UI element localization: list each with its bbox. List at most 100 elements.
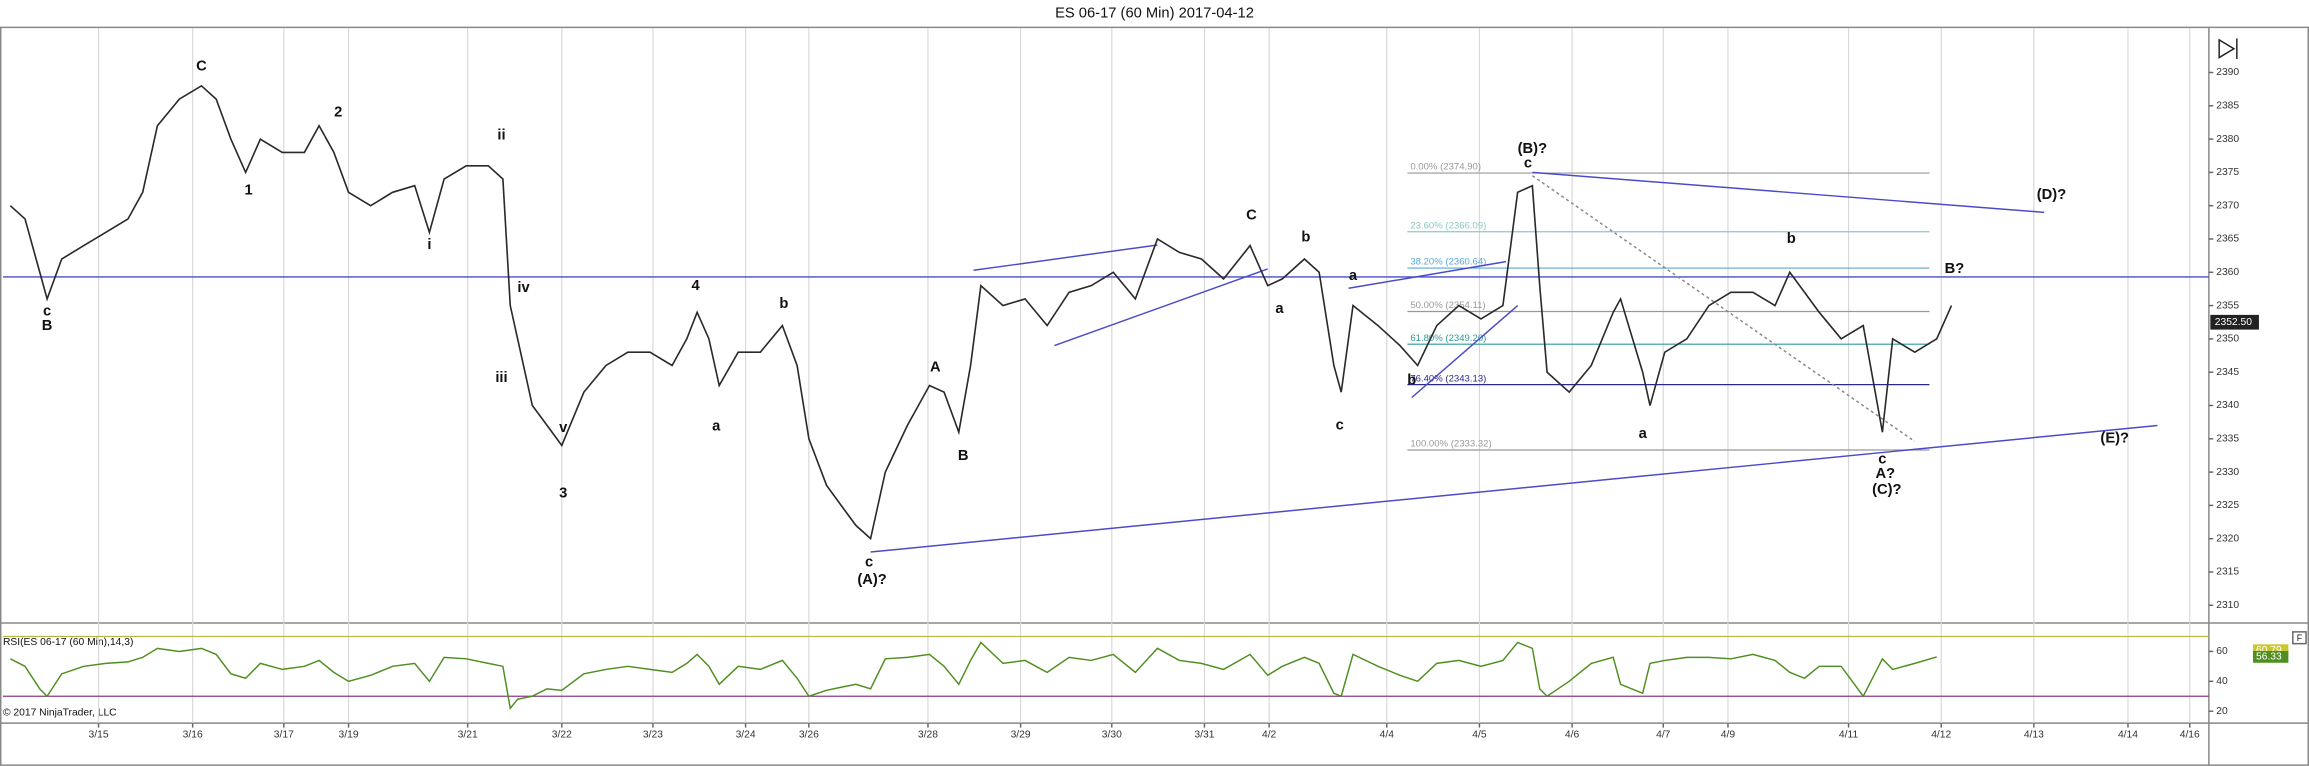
price-line (9, 84, 1953, 541)
copyright: © 2017 NinjaTrader, LLC (3, 708, 117, 719)
y-tick-label: 2315 (2216, 567, 2239, 578)
last-price-box (2210, 314, 2259, 330)
wave-label: 2 (334, 104, 342, 120)
wave-label: 3 (559, 485, 567, 501)
wave-label: B (42, 318, 53, 334)
last-price-label: 2352.50 (2215, 317, 2252, 328)
wave-label: b (1787, 231, 1796, 247)
rsi-last-label: 56.33 (2256, 652, 2282, 663)
wave-label: a (1639, 426, 1648, 442)
y-tick-label: 2360 (2216, 267, 2239, 278)
wave-label: c (1878, 451, 1886, 467)
x-tick-label: 3/28 (918, 730, 938, 741)
wave-label: b (1301, 230, 1310, 246)
trendline (1348, 260, 1507, 289)
rsi-title: RSI(ES 06-17 (60 Min),14,3) (3, 637, 133, 648)
x-tick-label: 4/14 (2118, 730, 2138, 741)
y-tick-label: 2310 (2216, 600, 2239, 611)
wave-label: ii (497, 128, 505, 144)
wave-label: c (43, 303, 51, 319)
wave-label: iii (495, 370, 507, 386)
x-tick-label: 3/29 (1011, 730, 1031, 741)
wave-label: b (779, 296, 788, 312)
wave-label: v (559, 420, 568, 436)
y-tick-label: 2350 (2216, 334, 2239, 345)
wave-label: B (958, 448, 969, 464)
x-tick-label: 4/16 (2180, 730, 2200, 741)
x-tick-label: 3/31 (1194, 730, 1214, 741)
rsi-y-tick-label: 40 (2216, 676, 2228, 687)
trendline (1054, 268, 1268, 347)
y-tick-label: 2355 (2216, 300, 2239, 311)
y-tick-label: 2365 (2216, 234, 2239, 245)
x-tick-label: 3/22 (552, 730, 572, 741)
rsi-y-tick-label: 60 (2216, 646, 2228, 657)
wave-label: (D)? (2037, 187, 2066, 203)
chart-title: ES 06-17 (60 Min) 2017-04-12 (1055, 5, 1254, 21)
y-tick-label: 2320 (2216, 533, 2239, 544)
panel-button[interactable] (2292, 631, 2307, 645)
wave-label: (A)? (857, 572, 886, 588)
scroll-arrow[interactable] (2218, 38, 2236, 59)
y-tick-label: 2375 (2216, 167, 2239, 178)
trendline (1411, 305, 1519, 399)
trendline (870, 424, 2158, 553)
x-tick-label: 4/9 (1721, 730, 1736, 741)
wave-label: B? (1945, 261, 1965, 277)
trendline (973, 244, 1158, 272)
x-tick-label: 3/15 (89, 730, 109, 741)
wave-label: C (196, 58, 207, 74)
wave-label: (E)? (2100, 431, 2129, 447)
x-tick-label: 3/30 (1102, 730, 1122, 741)
x-tick-label: 4/11 (1839, 730, 1859, 741)
x-tick-label: 4/5 (1472, 730, 1487, 741)
y-tick-label: 2390 (2216, 67, 2239, 78)
wave-label: iv (517, 280, 530, 296)
rsi-last-label: 60.79 (2256, 645, 2282, 656)
fib-label: 38.20% (2360.64) (1410, 257, 1486, 268)
wave-label: A (930, 359, 941, 375)
wave-label: c (1524, 156, 1532, 172)
y-tick-label: 2330 (2216, 467, 2239, 478)
wave-label: A? (1876, 466, 1896, 482)
x-tick-label: 3/16 (183, 730, 203, 741)
frame (0, 26, 2309, 766)
x-tick-label: 3/23 (643, 730, 663, 741)
x-tick-label: 4/13 (2024, 730, 2044, 741)
trendline (1532, 171, 2045, 214)
y-tick-label: 2370 (2216, 200, 2239, 211)
x-tick-label: 4/4 (1380, 730, 1395, 741)
y-tick-label: 2380 (2216, 134, 2239, 145)
y-tick-label: 2325 (2216, 500, 2239, 511)
rsi-y-tick-label: 20 (2216, 706, 2228, 717)
fib-label: 23.60% (2366.09) (1410, 220, 1486, 231)
wave-label: (B)? (1518, 141, 1547, 157)
panel-button-label[interactable]: F (2297, 633, 2303, 643)
fib-label: 100.00% (2333.32) (1410, 439, 1491, 450)
rsi-last-box (2253, 650, 2289, 663)
wave-label: a (1349, 268, 1358, 284)
x-tick-label: 3/26 (799, 730, 819, 741)
wave-label: i (427, 237, 431, 253)
y-tick-label: 2385 (2216, 101, 2239, 112)
x-tick-label: 3/19 (339, 730, 359, 741)
fib-label: 0.00% (2374.90) (1410, 162, 1481, 173)
fib-label: 76.40% (2343.13) (1410, 373, 1486, 384)
fib-label: 61.80% (2349.20) (1410, 333, 1486, 344)
x-tick-label: 3/24 (736, 730, 756, 741)
wave-label: c (1336, 417, 1344, 433)
wave-label: 1 (244, 182, 252, 198)
y-tick-label: 2340 (2216, 400, 2239, 411)
trendline (1531, 175, 1916, 443)
fib-label: 50.00% (2354.11) (1410, 300, 1485, 311)
x-tick-label: 4/12 (1931, 730, 1951, 741)
x-tick-label: 4/6 (1565, 730, 1580, 741)
x-tick-label: 4/2 (1262, 730, 1277, 741)
x-tick-label: 3/21 (458, 730, 478, 741)
wave-label: 4 (692, 278, 701, 294)
rsi-line (9, 641, 1937, 711)
scroll-icon[interactable] (2218, 38, 2238, 60)
wave-label: b (1407, 373, 1416, 389)
wave-label: a (712, 419, 721, 435)
